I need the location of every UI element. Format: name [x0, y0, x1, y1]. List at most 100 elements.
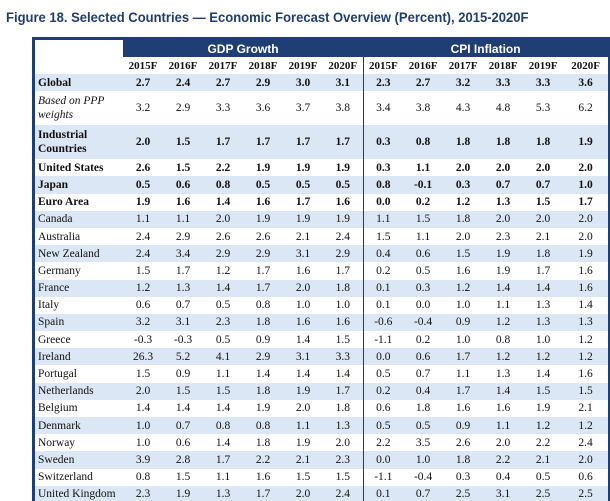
cpi-value: 0.0 — [362, 348, 404, 366]
cpi-value: 1.1 — [362, 210, 404, 228]
gdp-value: 1.5 — [123, 262, 163, 280]
gdp-value: 1.5 — [163, 159, 203, 177]
cpi-value: -0.1 — [403, 176, 444, 194]
country-name: France — [35, 279, 123, 297]
gdp-value: 1.7 — [283, 193, 323, 211]
cpi-value: 1.6 — [443, 262, 484, 280]
cpi-value: 3.6 — [563, 74, 609, 92]
cpi-value: 1.3 — [483, 365, 524, 383]
cpi-value: 0.1 — [362, 296, 404, 314]
gdp-value: 2.3 — [323, 451, 364, 469]
gdp-value: 1.3 — [203, 485, 243, 501]
cpi-value: 0.4 — [403, 382, 444, 400]
table-row: Portugal 1.5 0.9 1.1 1.4 1.4 1.4 0.5 0.7 1.1 1.3 1.… — [35, 365, 609, 383]
table-row: Japan 0.5 0.6 0.8 0.5 0.5 0.5 0.8 -0.1 0.3 0.7 0.7 1… — [35, 176, 609, 194]
cpi-value: 1.2 — [563, 331, 609, 349]
gdp-value: 2.4 — [123, 245, 163, 263]
gdp-value: 1.8 — [243, 313, 283, 332]
gdp-value: 2.0 — [283, 399, 323, 417]
gdp-value: 1.6 — [243, 193, 283, 211]
cpi-value: 0.5 — [362, 365, 404, 383]
table-row: Global 2.7 2.4 2.7 2.9 3.0 3.1 2.3 2.7 3.2 3.3 3.3 3… — [35, 74, 609, 92]
cpi-value: 1.9 — [563, 245, 609, 263]
cpi-value: 0.5 — [403, 262, 444, 280]
cpi-value: 0.3 — [403, 279, 444, 297]
gdp-value: 0.5 — [123, 176, 163, 194]
cpi-value: 0.7 — [523, 176, 564, 194]
gdp-value: 1.3 — [323, 417, 364, 435]
cpi-value: 1.0 — [443, 296, 484, 314]
country-name: Sweden — [35, 451, 123, 469]
gdp-value: 3.8 — [323, 91, 364, 126]
table-row: Ireland 26.3 5.2 4.1 2.9 3.1 3.3 0.0 0.6 1.7 1.2 1.… — [35, 348, 609, 366]
cpi-value: 3.1 — [483, 485, 524, 501]
gdp-value: 1.9 — [243, 210, 283, 228]
cpi-value: 0.2 — [362, 262, 404, 280]
gdp-value: 1.9 — [123, 193, 163, 211]
gdp-value: 2.7 — [203, 74, 243, 92]
cpi-value: 1.8 — [403, 399, 444, 417]
gdp-value: 4.1 — [203, 348, 243, 366]
country-name: New Zealand — [35, 245, 123, 263]
cpi-value: 1.5 — [362, 227, 404, 246]
cpi-value: 1.0 — [563, 176, 609, 194]
gdp-value: 1.5 — [203, 382, 243, 400]
cpi-value: 2.0 — [483, 434, 524, 452]
country-name: Canada — [35, 210, 123, 228]
gdp-value: 1.4 — [283, 331, 323, 349]
gdp-value: 1.4 — [323, 365, 364, 383]
cpi-value: 0.0 — [403, 296, 444, 314]
cpi-value: 1.6 — [483, 399, 524, 417]
cpi-value: 1.1 — [483, 417, 524, 435]
forecast-table: GDP Growth CPI Inflation 2015F 2016F 2017F… — [35, 40, 609, 501]
year-header: 2020F — [563, 57, 609, 74]
country-name: United States — [35, 159, 123, 177]
cpi-value: 5.3 — [523, 91, 564, 126]
gdp-value: 1.8 — [323, 279, 364, 297]
gdp-value: 1.5 — [323, 331, 364, 349]
cpi-value: 0.3 — [443, 176, 484, 194]
gdp-value: 2.6 — [243, 227, 283, 246]
gdp-value: 1.4 — [203, 279, 243, 297]
cpi-value: 0.2 — [403, 331, 444, 349]
cpi-value: 0.8 — [362, 176, 404, 194]
country-name: Norway — [35, 434, 123, 452]
gdp-value: 1.4 — [243, 365, 283, 383]
year-header-corner — [35, 57, 123, 74]
cpi-value: 1.8 — [523, 125, 564, 160]
cpi-value: 1.7 — [523, 262, 564, 280]
cpi-value: 1.2 — [443, 193, 484, 211]
gdp-value: 1.9 — [323, 159, 364, 177]
cpi-value: 1.0 — [523, 331, 564, 349]
table-row: Italy 0.6 0.7 0.5 0.8 1.0 1.0 0.1 0.0 1.0 1.1 1.3 1.… — [35, 296, 609, 314]
table-row: Sweden 3.9 2.8 1.7 2.2 2.1 2.3 0.0 1.0 1.8 2.2 2.1 2… — [35, 451, 609, 469]
cpi-value: 1.8 — [483, 125, 524, 160]
gdp-value: 3.7 — [283, 91, 323, 126]
gdp-value: 1.1 — [123, 210, 163, 228]
gdp-value: 1.7 — [323, 262, 364, 280]
cpi-value: 0.3 — [362, 125, 404, 160]
gdp-value: 3.1 — [163, 313, 203, 332]
cpi-value: 1.4 — [523, 279, 564, 297]
cpi-value: 1.7 — [443, 348, 484, 366]
gdp-value: 2.3 — [123, 485, 163, 501]
cpi-value: 1.4 — [563, 296, 609, 314]
year-header: 2015F — [362, 57, 404, 74]
table-row: Switzerland 0.8 1.5 1.1 1.6 1.5 1.5 -1.1 -0.4 0.3… — [35, 468, 609, 486]
cpi-value: 1.6 — [563, 262, 609, 280]
gdp-value: 1.0 — [323, 296, 364, 314]
cpi-value: 1.3 — [523, 296, 564, 314]
gdp-value: 1.9 — [323, 210, 364, 228]
year-header: 2018F — [243, 57, 283, 74]
cpi-value: 1.2 — [563, 348, 609, 366]
gdp-value: 2.4 — [323, 485, 364, 501]
cpi-value: 0.6 — [403, 348, 444, 366]
gdp-value: 1.1 — [163, 210, 203, 228]
cpi-value: 1.1 — [483, 296, 524, 314]
table-row: Norway 1.0 0.6 1.4 1.8 1.9 2.0 2.2 3.5 2.6 2.0 2.2 2… — [35, 434, 609, 452]
gdp-value: 2.0 — [203, 210, 243, 228]
cpi-value: 0.3 — [443, 468, 484, 486]
gdp-value: 1.6 — [283, 313, 323, 332]
group-header-row: GDP Growth CPI Inflation — [35, 40, 609, 57]
cpi-value: 1.2 — [443, 279, 484, 297]
